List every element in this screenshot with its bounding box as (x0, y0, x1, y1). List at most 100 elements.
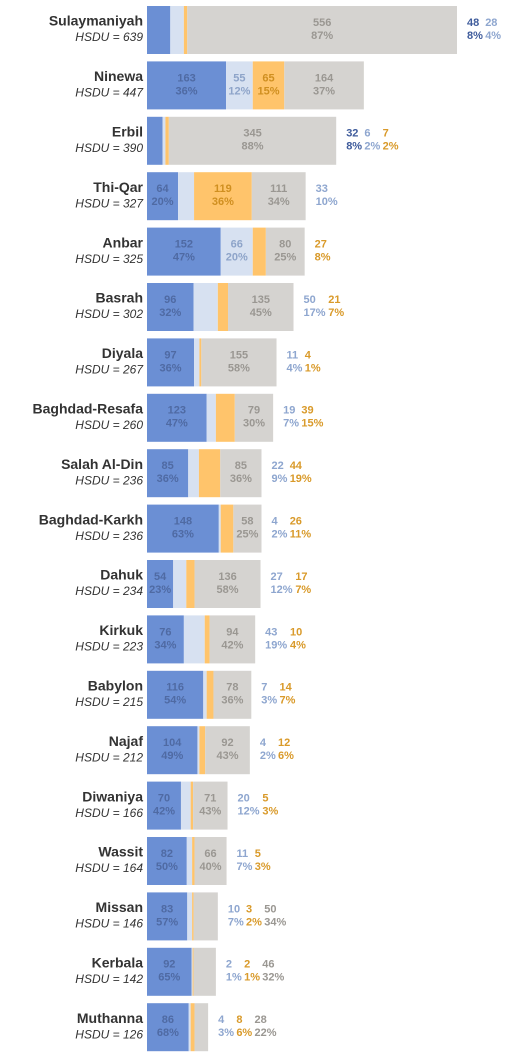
category-label: Missan (96, 899, 143, 915)
value-label: 71 (204, 793, 216, 805)
bar-segment (265, 227, 305, 276)
value-label: 33 (316, 183, 328, 195)
percent-label: 4% (290, 639, 306, 651)
percent-label: 2% (271, 529, 287, 541)
bar-segment (193, 283, 218, 331)
value-label: 4 (305, 349, 312, 361)
bar-segment (186, 837, 193, 885)
value-label: 22 (271, 460, 283, 472)
category-label: Diwaniya (82, 788, 143, 804)
bar-segment (234, 393, 274, 442)
value-label: 70 (158, 793, 170, 805)
value-label: 66 (231, 239, 243, 251)
percent-label: 8% (315, 252, 331, 264)
value-label: 97 (164, 349, 176, 361)
percent-label: 19% (290, 473, 312, 485)
value-label: 4 (218, 1014, 225, 1026)
percent-label: 17% (304, 307, 326, 319)
value-label: 10 (290, 626, 302, 638)
value-label: 20 (238, 793, 250, 805)
bar-segment (203, 670, 207, 719)
category-label: Diyala (102, 345, 143, 361)
value-label: 5 (262, 793, 268, 805)
value-label: 96 (164, 294, 176, 306)
bar-segment (206, 393, 216, 442)
bar-segment (147, 393, 207, 442)
bar-segment (187, 892, 193, 941)
percent-label: 1% (305, 362, 321, 374)
value-label: 136 (218, 571, 236, 583)
percent-label: 8% (467, 30, 483, 42)
category-sublabel: HSDU = 223 (75, 640, 143, 654)
value-label: 86 (162, 1014, 174, 1026)
bar-segment (186, 560, 195, 608)
value-label: 14 (280, 682, 293, 694)
percent-label: 32% (159, 307, 181, 319)
bar-segment (173, 560, 187, 608)
category-sublabel: HSDU = 212 (75, 750, 143, 764)
value-label: 3 (246, 903, 252, 915)
percent-label: 12% (271, 584, 293, 596)
category-sublabel: HSDU = 146 (75, 917, 143, 931)
bar-segment (183, 615, 205, 664)
percent-label: 2% (364, 141, 380, 153)
bar-segment (147, 116, 163, 165)
percent-label: 50% (156, 861, 178, 873)
percent-label: 54% (164, 695, 186, 707)
bar-segment (190, 781, 194, 830)
category-sublabel: HSDU = 327 (75, 196, 144, 210)
percent-label: 58% (228, 362, 250, 374)
value-label: 10 (228, 903, 240, 915)
percent-label: 40% (200, 861, 222, 873)
percent-label: 47% (166, 418, 188, 430)
percent-label: 65% (158, 972, 180, 984)
percent-label: 15% (301, 418, 323, 430)
value-label: 50 (264, 903, 276, 915)
percent-label: 7% (283, 418, 299, 430)
bar-segment (192, 947, 194, 996)
bar-segment (251, 172, 306, 221)
bar-segment (147, 837, 187, 885)
value-label: 58 (241, 516, 253, 528)
percent-label: 43% (199, 806, 221, 818)
value-label: 64 (156, 183, 169, 195)
value-label: 55 (233, 72, 245, 84)
bar-segment (147, 6, 171, 54)
percent-label: 7% (237, 861, 253, 873)
percent-label: 36% (212, 196, 234, 208)
value-label: 94 (226, 626, 239, 638)
value-label: 7 (261, 682, 267, 694)
bar-segment (199, 338, 202, 387)
bar-segment (147, 560, 174, 608)
percent-label: 23% (149, 584, 171, 596)
percent-label: 4% (485, 30, 501, 42)
bar-segment (147, 227, 221, 276)
percent-label: 36% (230, 473, 252, 485)
category-sublabel: HSDU = 215 (75, 695, 143, 709)
category-sublabel: HSDU = 126 (75, 1027, 143, 1041)
percent-label: 34% (268, 196, 290, 208)
bar-segment (180, 781, 191, 830)
value-label: 2 (226, 959, 232, 971)
bar-segment (205, 726, 250, 775)
percent-label: 15% (258, 85, 280, 97)
percent-label: 3% (261, 695, 277, 707)
value-label: 152 (175, 239, 193, 251)
bar-segment (192, 892, 194, 941)
percent-label: 36% (157, 473, 179, 485)
percent-label: 25% (236, 529, 258, 541)
value-label: 65 (262, 72, 274, 84)
value-label: 92 (221, 737, 233, 749)
bar-segment (228, 283, 294, 331)
percent-label: 36% (176, 85, 198, 97)
bar-segment (162, 116, 166, 165)
value-label: 19 (283, 405, 295, 417)
bar-segment (209, 615, 256, 664)
value-label: 17 (295, 571, 307, 583)
bar-segment (147, 615, 184, 664)
value-label: 123 (168, 405, 186, 417)
percent-label: 34% (154, 639, 176, 651)
category-label: Ninewa (94, 68, 143, 84)
category-label: Thi-Qar (93, 179, 143, 195)
bar-segment (147, 338, 195, 387)
